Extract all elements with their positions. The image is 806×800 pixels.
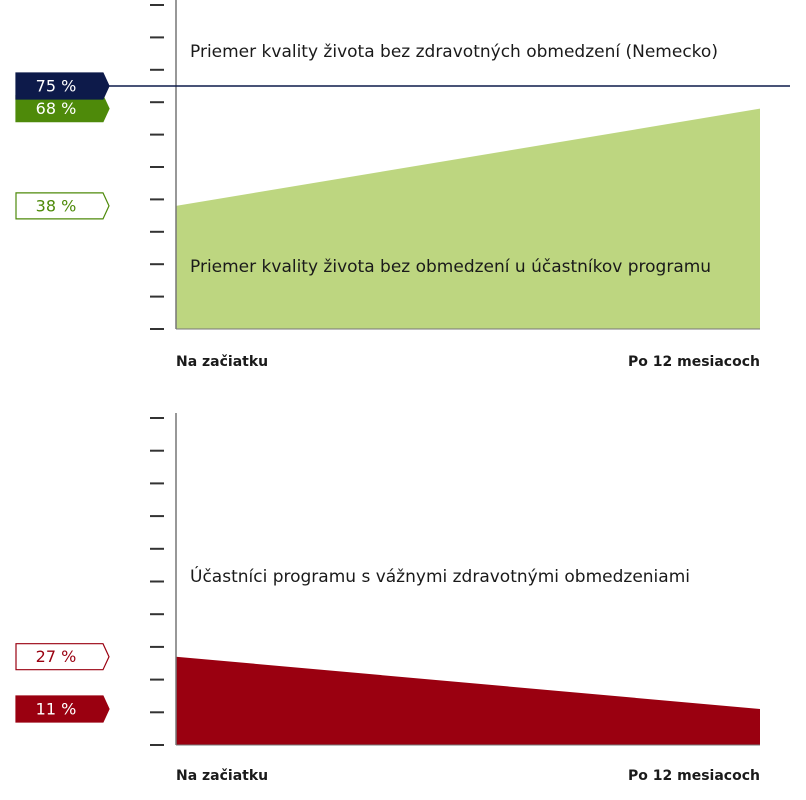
reference-label: Priemer kvality života bez zdravotných o… (190, 42, 718, 62)
callout-label: 11 % (36, 700, 77, 719)
callout-label: 68 % (36, 99, 77, 118)
x-tick-label: Po 12 mesiacoch (628, 768, 760, 784)
series-label: Priemer kvality života bez obmedzení u ú… (190, 257, 711, 277)
area (176, 108, 760, 330)
callout-label: 27 % (36, 647, 77, 666)
callout (15, 643, 110, 671)
callout (15, 72, 110, 100)
x-tick-label: Na začiatku (176, 354, 268, 370)
series-label: Účastníci programu s vážnymi zdravotnými… (190, 565, 690, 587)
callout-label: 38 % (36, 196, 77, 215)
callout (15, 695, 110, 723)
callout (15, 192, 110, 220)
x-tick-label: Po 12 mesiacoch (628, 354, 760, 370)
x-tick-label: Na začiatku (176, 768, 268, 784)
area (176, 656, 760, 745)
callout-label: 75 % (36, 77, 77, 96)
